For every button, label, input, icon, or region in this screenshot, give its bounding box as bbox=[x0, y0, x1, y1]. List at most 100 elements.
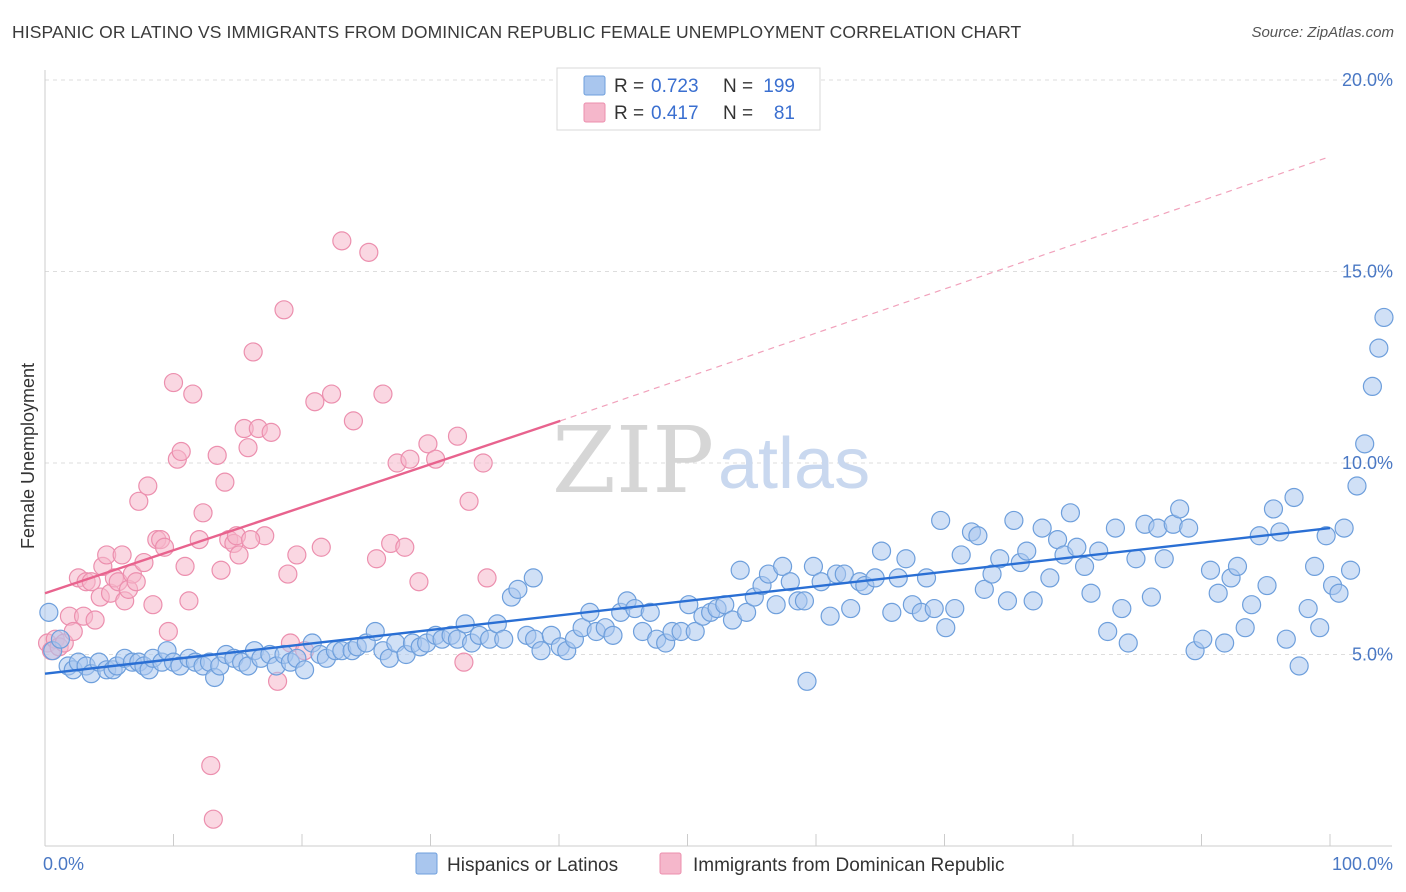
pink-data-point bbox=[287, 545, 307, 565]
x-tick-label-min: 0.0% bbox=[43, 854, 84, 874]
bottom-legend: Hispanics or Latinos Immigrants from Dom… bbox=[415, 852, 1005, 876]
blue-data-point bbox=[803, 556, 824, 577]
pink-data-point bbox=[278, 564, 298, 584]
chart-source: Source: ZipAtlas.com bbox=[1251, 24, 1394, 41]
pink-data-point bbox=[179, 591, 199, 611]
blue-data-point bbox=[871, 541, 892, 561]
blue-data-point bbox=[1355, 434, 1375, 454]
legend-n-label: N = bbox=[723, 103, 753, 124]
blue-data-point bbox=[50, 629, 71, 649]
blue-data-point bbox=[1227, 556, 1248, 577]
blue-data-point bbox=[797, 671, 817, 691]
pink-trend-line bbox=[44, 419, 561, 595]
blue-data-point bbox=[494, 629, 514, 649]
y-tick-label: 20.0% bbox=[1342, 70, 1393, 90]
blue-data-point bbox=[1369, 338, 1389, 358]
pink-data-point bbox=[201, 755, 221, 776]
blue-data-point bbox=[1017, 541, 1037, 561]
blue-data-point bbox=[1179, 518, 1199, 538]
blue-data-point bbox=[882, 602, 902, 622]
blue-data-point bbox=[1098, 621, 1118, 642]
blue-data-point bbox=[1362, 376, 1383, 396]
blue-data-point bbox=[1340, 560, 1361, 580]
pink-data-point bbox=[332, 231, 352, 251]
x-axis-ticks bbox=[44, 834, 1331, 846]
blue-data-point bbox=[1074, 556, 1095, 577]
pink-data-point bbox=[366, 549, 387, 569]
blue-data-point bbox=[1215, 633, 1235, 653]
y-tick-label: 15.0% bbox=[1342, 262, 1393, 282]
pink-data-point bbox=[305, 392, 325, 412]
watermark-atlas: atlas bbox=[718, 424, 870, 504]
y-tick-label: 10.0% bbox=[1342, 453, 1393, 473]
blue-data-point bbox=[1347, 476, 1367, 496]
pink-data-point bbox=[211, 560, 231, 580]
blue-data-point bbox=[780, 572, 800, 592]
watermark: ZIP atlas bbox=[552, 407, 870, 514]
blue-data-point bbox=[508, 579, 528, 599]
pink-data-point bbox=[477, 568, 497, 588]
y-axis-label: Female Unemployment bbox=[18, 363, 38, 549]
pink-data-point bbox=[112, 545, 132, 565]
blue-data-point bbox=[820, 606, 840, 626]
blue-data-point bbox=[1126, 549, 1146, 569]
legend-swatch-blue bbox=[583, 75, 606, 96]
blue-data-point bbox=[523, 568, 543, 588]
blue-trend-line bbox=[44, 526, 1331, 675]
blue-data-point bbox=[924, 598, 944, 619]
legend-r-label: R = bbox=[614, 103, 644, 124]
pink-data-point bbox=[274, 300, 294, 320]
bottom-legend-swatch-pink bbox=[659, 852, 682, 875]
pink-data-point bbox=[203, 809, 223, 829]
blue-data-point bbox=[1105, 518, 1126, 538]
blue-data-point bbox=[1060, 503, 1081, 523]
blue-data-point bbox=[1235, 618, 1255, 638]
legend-n-value: 199 bbox=[763, 76, 795, 97]
blue-data-point bbox=[951, 545, 971, 565]
blue-data-point bbox=[1154, 549, 1174, 569]
pink-data-point bbox=[171, 441, 191, 462]
axes bbox=[44, 70, 1392, 847]
blue-data-point bbox=[1200, 560, 1221, 580]
blue-data-point bbox=[974, 579, 994, 599]
pink-data-point bbox=[238, 438, 258, 458]
pink-series-points bbox=[37, 231, 497, 829]
blue-data-point bbox=[1193, 629, 1213, 649]
legend-r-value: 0.417 bbox=[651, 103, 699, 124]
blue-data-point bbox=[997, 591, 1018, 611]
blue-data-point bbox=[1089, 541, 1109, 561]
blue-data-point bbox=[1284, 487, 1304, 508]
pink-data-point bbox=[359, 242, 379, 262]
pink-data-point bbox=[158, 621, 178, 642]
pink-data-point bbox=[373, 384, 393, 404]
legend: R = 0.723 N = 199 R = 0.417 N = 81 bbox=[556, 67, 821, 131]
legend-n-label: N = bbox=[723, 76, 753, 97]
bottom-legend-label-blue: Hispanics or Latinos bbox=[447, 855, 618, 876]
blue-data-point bbox=[1374, 307, 1394, 328]
blue-data-point bbox=[1032, 518, 1052, 538]
blue-data-point bbox=[531, 641, 551, 661]
bottom-legend-swatch-blue bbox=[415, 852, 438, 875]
blue-data-point bbox=[982, 564, 1002, 584]
grid-lines bbox=[45, 79, 1392, 655]
blue-data-point bbox=[1004, 510, 1024, 531]
pink-data-point bbox=[321, 384, 342, 404]
y-tick-labels: 5.0% 10.0% 15.0% 20.0% bbox=[1342, 70, 1393, 665]
blue-data-point bbox=[1067, 537, 1087, 557]
blue-data-point bbox=[1242, 595, 1262, 615]
blue-data-point bbox=[1081, 583, 1101, 603]
pink-data-point bbox=[163, 372, 184, 393]
pink-data-point bbox=[243, 342, 263, 362]
pink-data-point bbox=[143, 595, 163, 615]
pink-data-point bbox=[395, 537, 415, 557]
pink-data-point bbox=[229, 545, 249, 565]
legend-n-value: 81 bbox=[774, 103, 795, 124]
blue-data-point bbox=[896, 549, 916, 569]
blue-data-point bbox=[39, 602, 59, 622]
pink-data-point bbox=[126, 572, 146, 592]
legend-r-value: 0.723 bbox=[651, 76, 699, 97]
pink-data-point bbox=[241, 529, 261, 550]
chart-title: HISPANIC OR LATINO VS IMMIGRANTS FROM DO… bbox=[12, 22, 1022, 42]
blue-data-point bbox=[945, 598, 965, 619]
